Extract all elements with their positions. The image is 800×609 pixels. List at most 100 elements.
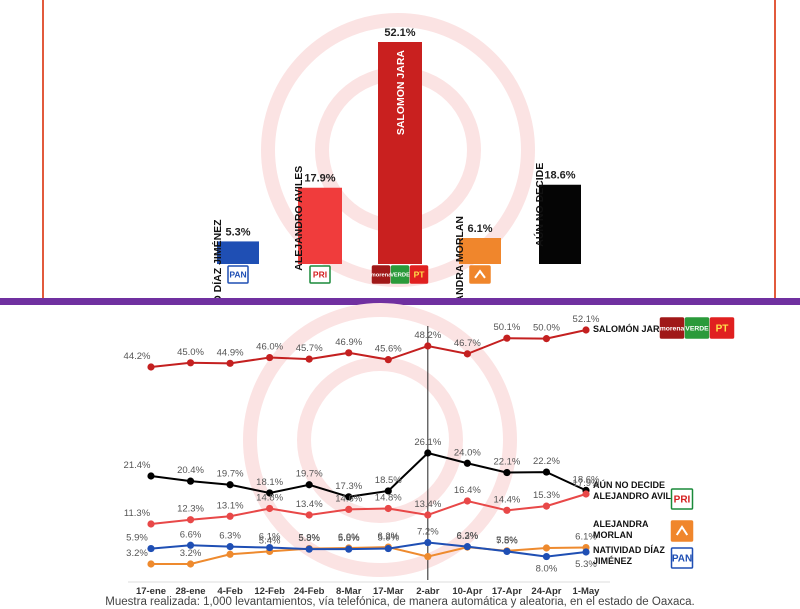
- data-point: [186, 516, 195, 524]
- bar-category-label: AÚN NO DECIDE: [533, 163, 546, 247]
- data-label: 50.0%: [533, 323, 560, 334]
- data-point: [424, 552, 432, 561]
- data-label: 45.0%: [177, 347, 204, 358]
- x-tick-label: 1-May: [573, 586, 601, 597]
- data-point: [582, 548, 590, 556]
- data-point: [424, 342, 432, 350]
- data-label: 5.8%: [338, 533, 360, 544]
- data-label: 13.4%: [414, 499, 441, 510]
- data-label: 21.4%: [124, 460, 151, 471]
- data-label: 17.3%: [335, 481, 362, 492]
- frame-right-border: [774, 0, 776, 305]
- data-point: [345, 505, 353, 513]
- bar-chart: 5.3%NATIVIDAD DÍAZ JIMÉNEZ PAN17.9%ALEJAN…: [211, 13, 581, 298]
- data-label: 50.1%: [493, 322, 520, 333]
- data-label: 16.4%: [454, 485, 481, 496]
- data-point: [424, 449, 432, 457]
- pan-logo-icon: PAN: [670, 547, 694, 569]
- mc-logo-icon: [670, 520, 694, 542]
- bar-value-label: 5.3%: [225, 226, 250, 238]
- data-label: 22.1%: [493, 457, 520, 468]
- svg-text:PAN: PAN: [672, 554, 692, 565]
- data-label: 19.7%: [296, 469, 323, 480]
- x-tick-label: 12-Feb: [254, 586, 285, 597]
- data-point: [147, 520, 155, 528]
- data-point: [147, 472, 155, 480]
- section-divider: [0, 298, 800, 305]
- data-label: 52.1%: [573, 314, 600, 325]
- data-point: [424, 538, 432, 547]
- watermark-target: [243, 303, 517, 577]
- data-point: [384, 544, 392, 553]
- data-label: 46.9%: [335, 337, 362, 348]
- data-point: [305, 545, 313, 553]
- data-label: 20.4%: [177, 465, 204, 476]
- series-name-label: AÚN NO DECIDE: [593, 479, 665, 490]
- x-tick-label: 10-Apr: [452, 586, 482, 597]
- data-point: [542, 335, 551, 343]
- series-name-label: NATIVIDAD DÍAZ: [593, 545, 665, 555]
- data-label: 14.8%: [375, 492, 402, 503]
- x-tick-label: 17-ene: [136, 586, 166, 597]
- data-point: [542, 544, 551, 552]
- data-point: [226, 512, 234, 520]
- x-tick-label: 4-Feb: [217, 586, 243, 597]
- data-point: [186, 560, 195, 568]
- data-label: 11.3%: [124, 508, 151, 519]
- series-line: [150, 493, 587, 525]
- data-point: [424, 511, 432, 519]
- svg-text:PAN: PAN: [229, 270, 246, 280]
- data-label: 7.2%: [417, 527, 439, 538]
- x-tick-label: 28-ene: [175, 586, 205, 597]
- data-label: 14.4%: [493, 494, 520, 505]
- verde-logo-icon: VERDE: [390, 265, 410, 284]
- data-point: [305, 355, 313, 363]
- data-label: 46.7%: [454, 338, 481, 349]
- data-label: 6.6%: [180, 529, 202, 540]
- data-point: [542, 552, 551, 561]
- data-point: [266, 543, 274, 552]
- data-point: [226, 481, 234, 489]
- data-label: 12.3%: [177, 504, 204, 515]
- data-label: 6.1%: [575, 532, 597, 543]
- bar-category-label: NATIVIDAD DÍAZ JIMÉNEZ: [211, 219, 224, 298]
- data-point: [345, 349, 353, 357]
- bar-category-label: ALEJANDRO AVILES: [293, 166, 305, 271]
- data-label: 15.3%: [533, 490, 560, 501]
- data-point: [463, 543, 471, 551]
- bar-value-label: 18.6%: [544, 170, 575, 182]
- data-label: 5.4%: [259, 535, 281, 546]
- mc-logo-icon: [469, 265, 491, 284]
- series-name-label: SALOMÓN JARA: [593, 323, 667, 334]
- data-point: [345, 545, 353, 553]
- data-point: [147, 560, 155, 568]
- series-name-label: JIMÉNEZ: [593, 556, 633, 566]
- data-label: 44.9%: [217, 347, 244, 358]
- bar-4: [459, 238, 501, 264]
- data-label: 3.2%: [180, 548, 202, 559]
- data-label: 17.9%: [573, 478, 600, 489]
- series-line: [150, 329, 587, 368]
- data-label: 6.2%: [377, 531, 399, 542]
- data-point: [503, 468, 511, 477]
- svg-text:morena: morena: [660, 325, 685, 332]
- data-point: [503, 547, 511, 556]
- series-5: 5.9% 6.6% 6.3% 6.1% 5.8% 5.8% 5.9%7.2% 6.3% 7.8%…: [126, 527, 694, 575]
- data-point: [305, 481, 313, 489]
- data-point: [542, 468, 551, 476]
- data-label: 13.4%: [296, 499, 323, 510]
- svg-text:PRI: PRI: [313, 270, 327, 280]
- data-label: 18.5%: [375, 475, 402, 486]
- series-line: [151, 546, 587, 565]
- data-label: 6.2%: [457, 531, 479, 542]
- data-point: [384, 504, 392, 513]
- data-point: [226, 543, 234, 551]
- bar-value-label: 6.1%: [467, 223, 492, 235]
- bar-5: [539, 184, 581, 264]
- data-label: 6.3%: [219, 531, 241, 542]
- x-tick-label: 24-Apr: [531, 586, 561, 597]
- bar-value-label: 52.1%: [384, 27, 415, 39]
- data-point: [186, 541, 195, 549]
- series-3: 11.3% 12.3% 13.1% 14.8% 13.4% 14.6% 14.8% 13.4%…: [124, 478, 694, 528]
